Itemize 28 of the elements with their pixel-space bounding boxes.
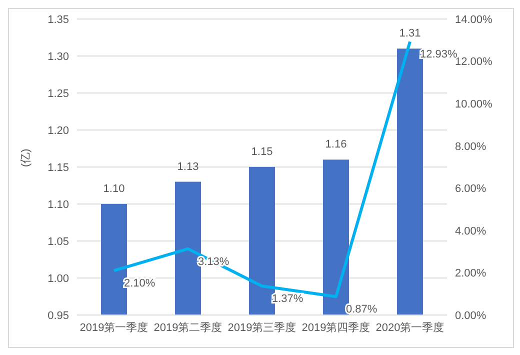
x-tick-label: 2019第三季度	[228, 320, 296, 334]
y-tick-label: 1.15	[48, 162, 69, 174]
y2-tick-label: 14.00%	[455, 14, 493, 26]
y-tick-label: 1.20	[48, 124, 69, 137]
x-tick-label: 2020第一季度	[376, 320, 444, 334]
y2-tick-label: 8.00%	[455, 140, 486, 153]
y2-tick-label: 4.00%	[455, 225, 486, 238]
y-tick-label: 1.05	[48, 236, 69, 248]
y-tick-label: 1.25	[48, 88, 69, 100]
x-tick-label: 2019第四季度	[302, 320, 370, 334]
x-tick-label: 2019第二季度	[154, 320, 222, 334]
y-tick-label: 0.95	[48, 310, 69, 322]
y2-tick-label: 2.00%	[455, 268, 486, 280]
y2-tick-label: 10.00%	[455, 98, 493, 110]
y2-tick-label: 0.00%	[455, 310, 486, 322]
y-axis-title: (亿)	[20, 148, 32, 167]
y2-tick-label: 6.00%	[455, 183, 486, 196]
y-tick-label: 1.00	[48, 272, 69, 285]
x-tick-label: 2019第一季度	[80, 320, 148, 334]
y-tick-label: 1.30	[48, 50, 69, 63]
data-label: 1.16	[325, 138, 347, 151]
y-tick-label: 1.10	[48, 198, 69, 211]
data-label: 1.13	[177, 160, 199, 173]
y2-tick-label: 12.00%	[455, 56, 493, 68]
y-tick-label: 1.35	[48, 14, 69, 26]
data-label: 1.15	[251, 146, 273, 158]
data-label: 1.31	[399, 28, 421, 40]
data-label: 1.10	[103, 183, 125, 195]
